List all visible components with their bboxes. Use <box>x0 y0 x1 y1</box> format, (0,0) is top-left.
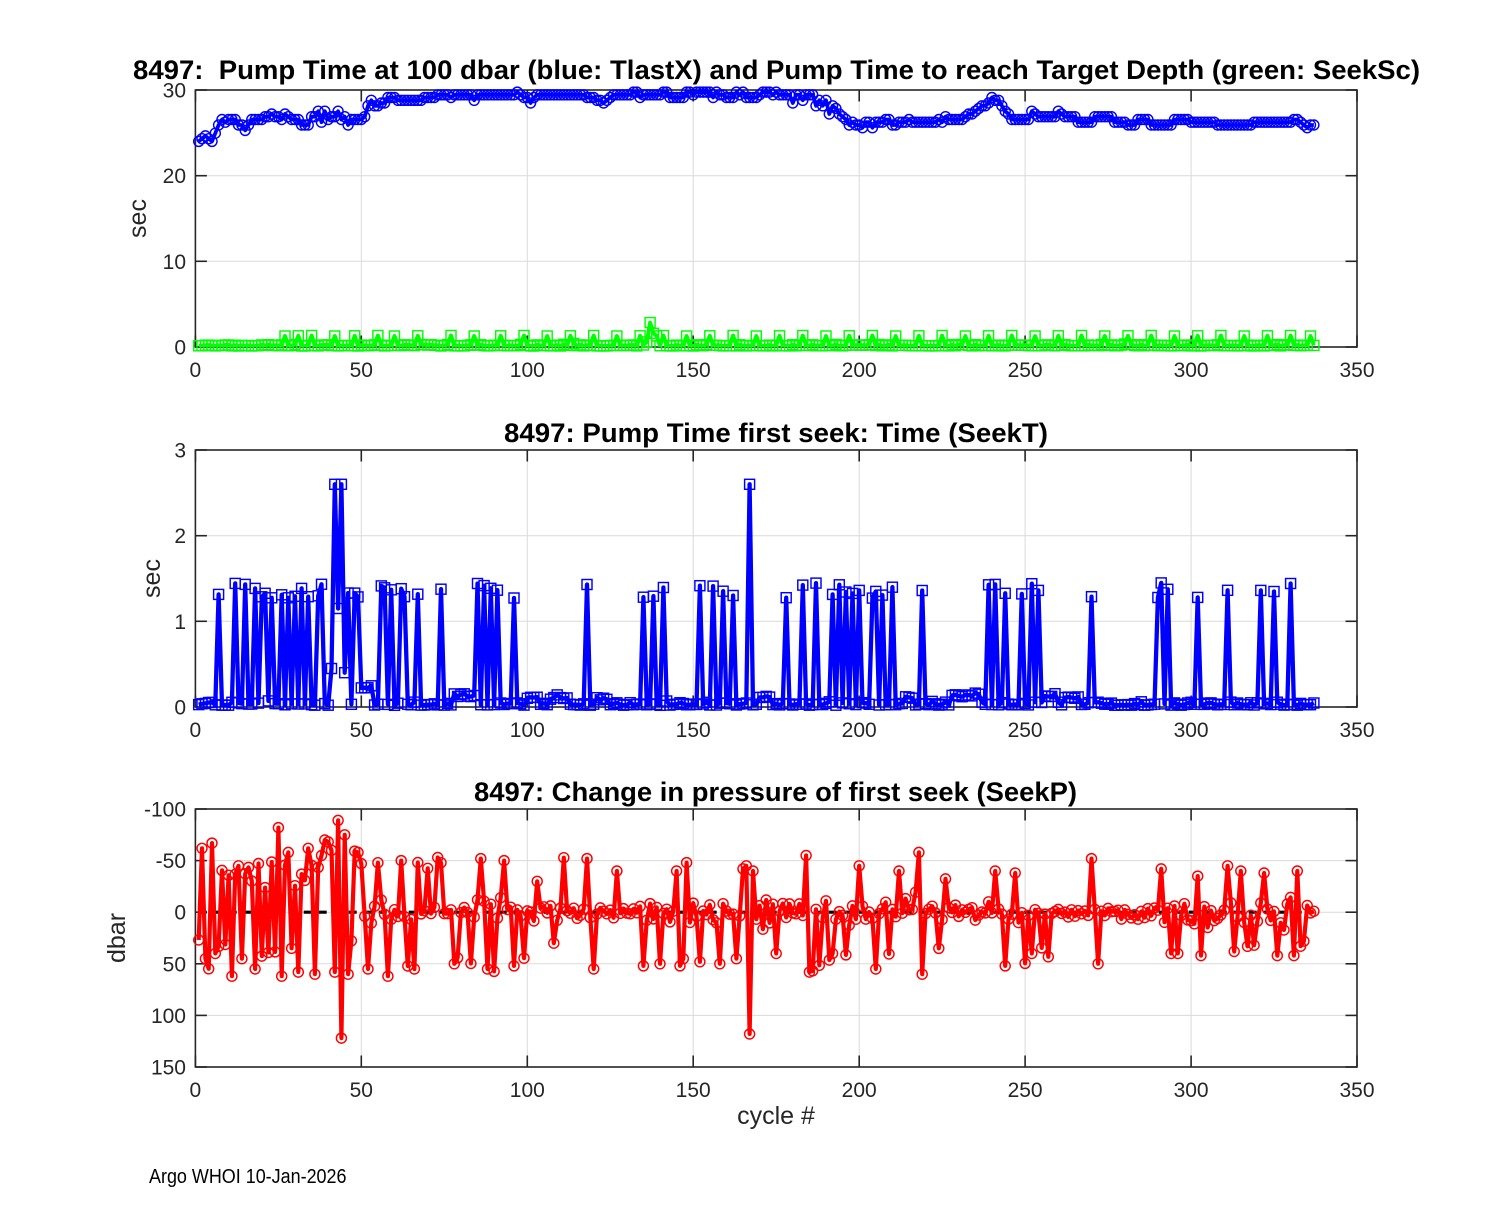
svg-text:200: 200 <box>842 719 877 742</box>
svg-text:100: 100 <box>510 1079 545 1102</box>
svg-text:250: 250 <box>1008 1079 1043 1102</box>
svg-text:100: 100 <box>510 359 545 382</box>
svg-text:50: 50 <box>350 719 373 742</box>
svg-text:300: 300 <box>1174 359 1209 382</box>
svg-text:150: 150 <box>676 359 711 382</box>
svg-text:8497: Pump Time first seek: Ti: 8497: Pump Time first seek: Time (SeekT) <box>504 418 1048 448</box>
svg-text:300: 300 <box>1174 1079 1209 1102</box>
svg-text:10: 10 <box>163 251 186 274</box>
svg-text:50: 50 <box>163 953 186 976</box>
svg-text:350: 350 <box>1339 1079 1374 1102</box>
svg-text:20: 20 <box>163 165 186 188</box>
svg-text:-50: -50 <box>156 850 186 873</box>
svg-text:cycle #: cycle # <box>737 1102 815 1130</box>
svg-text:250: 250 <box>1008 719 1043 742</box>
svg-text:0: 0 <box>190 359 202 382</box>
svg-text:0: 0 <box>174 902 186 925</box>
svg-text:250: 250 <box>1008 359 1043 382</box>
svg-text:200: 200 <box>842 1079 877 1102</box>
svg-text:2: 2 <box>174 525 186 548</box>
svg-text:150: 150 <box>151 1057 186 1080</box>
svg-text:350: 350 <box>1339 719 1374 742</box>
svg-text:50: 50 <box>350 1079 373 1102</box>
svg-text:3: 3 <box>174 440 186 463</box>
svg-text:Argo WHOI 10-Jan-2026: Argo WHOI 10-Jan-2026 <box>149 1166 347 1188</box>
svg-text:sec: sec <box>124 199 152 238</box>
svg-text:0: 0 <box>174 337 186 360</box>
svg-text:350: 350 <box>1339 359 1374 382</box>
svg-text:-100: -100 <box>144 799 186 822</box>
svg-text:sec: sec <box>138 559 166 598</box>
svg-text:100: 100 <box>151 1005 186 1028</box>
svg-text:0: 0 <box>174 697 186 720</box>
svg-text:300: 300 <box>1174 719 1209 742</box>
svg-text:100: 100 <box>510 719 545 742</box>
svg-text:0: 0 <box>190 719 202 742</box>
svg-text:50: 50 <box>350 359 373 382</box>
svg-text:dbar: dbar <box>103 913 131 963</box>
svg-text:150: 150 <box>676 1079 711 1102</box>
svg-text:200: 200 <box>842 359 877 382</box>
svg-text:8497: Pump Time at 100 dbar (: 8497: Pump Time at 100 dbar (blue: Tlast… <box>133 55 1420 85</box>
svg-text:150: 150 <box>676 719 711 742</box>
svg-text:1: 1 <box>174 611 186 634</box>
svg-text:8497: Change in pressure of fi: 8497: Change in pressure of first seek (… <box>474 777 1077 807</box>
svg-text:0: 0 <box>190 1079 202 1102</box>
svg-text:30: 30 <box>163 80 186 103</box>
